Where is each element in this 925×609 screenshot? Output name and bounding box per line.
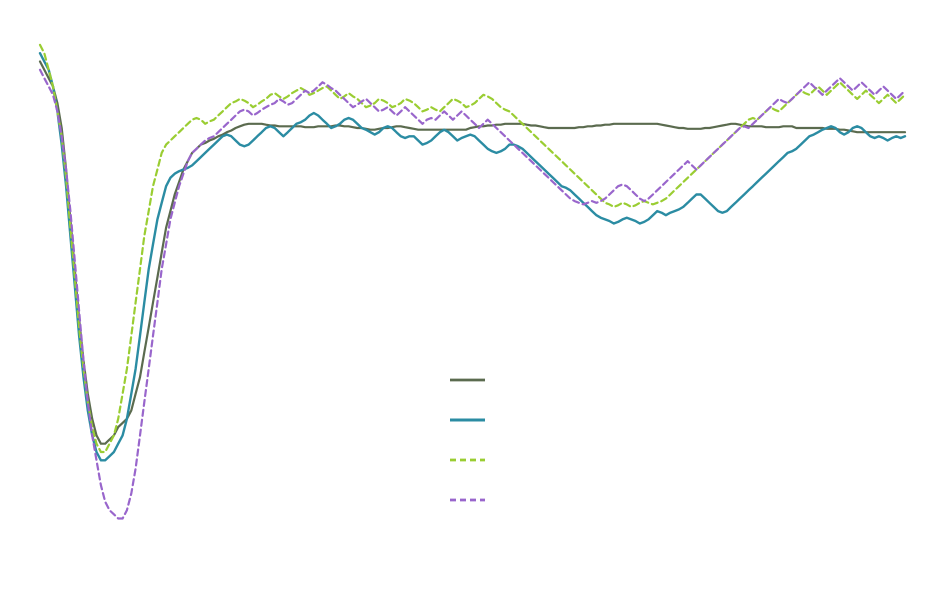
series-line-series-d bbox=[40, 70, 905, 519]
series-line-series-a bbox=[40, 62, 905, 444]
series-line-series-b bbox=[40, 53, 905, 460]
chart-canvas bbox=[0, 0, 925, 609]
line-chart bbox=[0, 0, 925, 609]
series-line-series-c bbox=[40, 45, 905, 452]
